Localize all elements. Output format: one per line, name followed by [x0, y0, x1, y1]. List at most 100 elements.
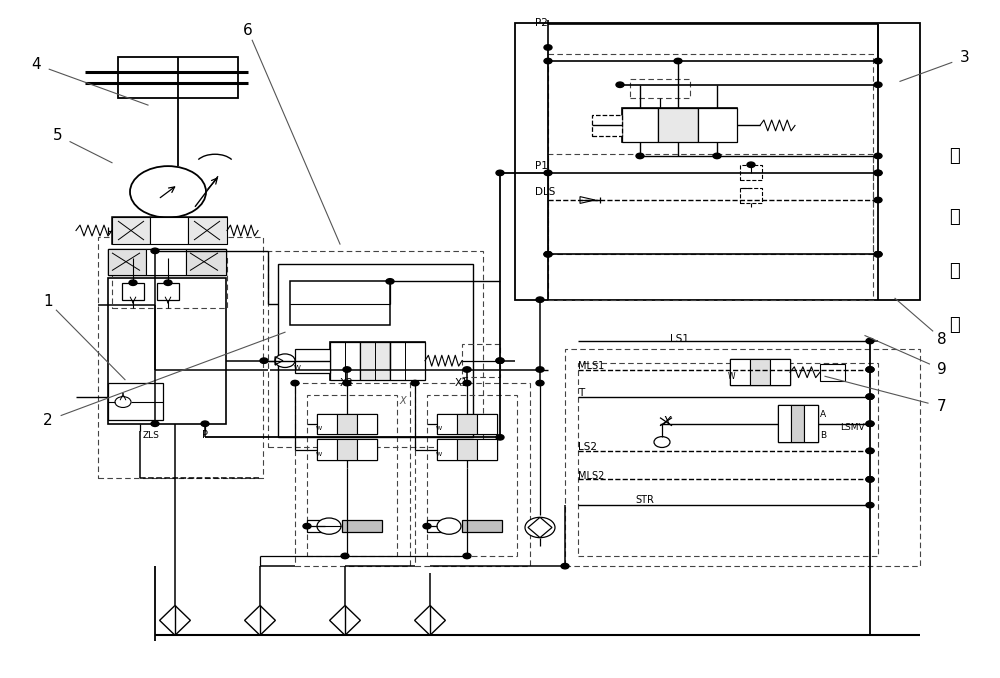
Bar: [146, 249, 186, 275]
Circle shape: [874, 252, 882, 257]
Text: B: B: [820, 431, 826, 440]
Text: MLS2: MLS2: [578, 471, 604, 481]
Circle shape: [636, 153, 644, 159]
Circle shape: [437, 518, 461, 534]
Text: 5: 5: [53, 128, 63, 143]
Circle shape: [536, 367, 544, 372]
Text: X: X: [663, 415, 671, 428]
Circle shape: [275, 354, 295, 367]
Text: W: W: [316, 426, 322, 431]
Bar: [108, 249, 226, 275]
Bar: [778, 405, 791, 442]
Circle shape: [866, 502, 874, 508]
Bar: [427, 520, 445, 532]
Bar: [622, 108, 658, 142]
Circle shape: [151, 421, 159, 426]
Bar: [437, 414, 497, 434]
Text: LS2: LS2: [578, 443, 597, 452]
Circle shape: [201, 421, 209, 426]
Bar: [330, 342, 425, 380]
Text: MLS1: MLS1: [578, 361, 604, 371]
Bar: [317, 414, 337, 434]
Text: W: W: [294, 365, 300, 371]
Bar: [112, 217, 227, 244]
Circle shape: [115, 397, 131, 407]
Bar: [307, 395, 397, 556]
Circle shape: [866, 367, 874, 372]
Bar: [477, 414, 497, 434]
Bar: [462, 520, 502, 532]
Circle shape: [866, 367, 874, 372]
Text: 7: 7: [937, 399, 947, 414]
Text: 负: 负: [950, 262, 960, 280]
Circle shape: [341, 553, 349, 559]
Circle shape: [866, 394, 874, 399]
Text: T: T: [578, 388, 584, 398]
Bar: [820, 364, 845, 381]
Text: 1: 1: [43, 294, 53, 309]
Text: W: W: [436, 452, 442, 457]
Bar: [658, 108, 698, 142]
Bar: [278, 264, 473, 437]
Bar: [317, 439, 377, 460]
Circle shape: [130, 166, 206, 218]
Circle shape: [343, 380, 351, 386]
Polygon shape: [160, 605, 190, 635]
Bar: [98, 237, 263, 478]
Bar: [337, 414, 357, 434]
Bar: [122, 283, 144, 300]
Circle shape: [866, 421, 874, 426]
Bar: [186, 249, 226, 275]
Text: 载: 载: [950, 317, 960, 334]
Bar: [268, 251, 483, 447]
Bar: [290, 281, 390, 325]
Circle shape: [536, 297, 544, 302]
Bar: [112, 258, 227, 308]
Polygon shape: [528, 517, 552, 538]
Bar: [740, 188, 762, 203]
Bar: [791, 405, 804, 442]
Circle shape: [544, 58, 552, 64]
Circle shape: [866, 421, 874, 426]
Circle shape: [674, 58, 682, 64]
Bar: [150, 217, 188, 244]
Circle shape: [866, 394, 874, 399]
Circle shape: [874, 170, 882, 176]
Circle shape: [654, 437, 670, 447]
Circle shape: [536, 380, 544, 386]
Bar: [778, 405, 818, 442]
Bar: [360, 342, 390, 380]
Bar: [337, 439, 357, 460]
Circle shape: [544, 252, 552, 257]
Bar: [112, 217, 150, 244]
Bar: [548, 54, 873, 254]
Text: 部: 部: [950, 208, 960, 226]
Circle shape: [874, 170, 882, 176]
Text: P1: P1: [535, 161, 548, 171]
Circle shape: [386, 279, 394, 284]
Bar: [342, 520, 382, 532]
Text: 8: 8: [937, 332, 947, 346]
Bar: [307, 520, 325, 532]
Text: A: A: [820, 410, 826, 420]
Bar: [477, 439, 497, 460]
Circle shape: [496, 435, 504, 440]
Bar: [592, 115, 622, 136]
Bar: [565, 349, 920, 566]
Bar: [108, 383, 163, 420]
Circle shape: [874, 153, 882, 159]
Circle shape: [463, 367, 471, 372]
Circle shape: [866, 477, 874, 482]
Circle shape: [561, 563, 569, 569]
Circle shape: [423, 523, 431, 529]
Text: 3: 3: [960, 50, 970, 65]
Circle shape: [129, 280, 137, 285]
Circle shape: [343, 367, 351, 372]
Circle shape: [317, 518, 341, 534]
Text: P2: P2: [535, 18, 548, 28]
Bar: [622, 108, 737, 142]
Text: DLS: DLS: [535, 186, 555, 197]
Bar: [108, 278, 226, 424]
Circle shape: [496, 358, 504, 363]
Polygon shape: [415, 605, 445, 635]
